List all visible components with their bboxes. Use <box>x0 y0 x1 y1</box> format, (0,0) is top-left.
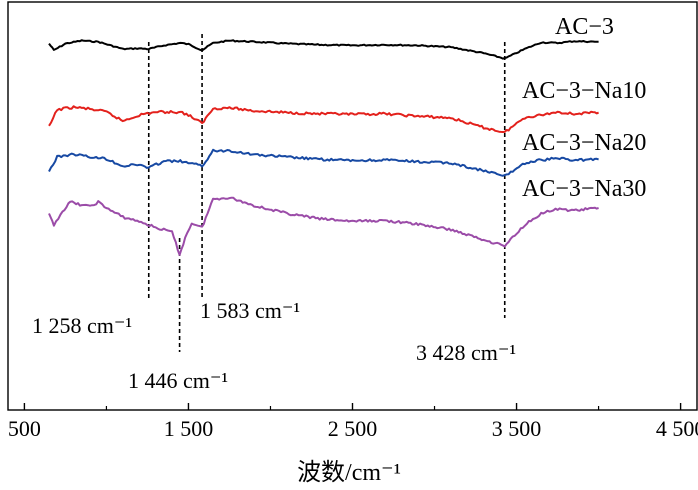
series-lines <box>48 39 599 256</box>
series-labels: AC−3 AC−3−Na10 AC−3−Na20 AC−3−Na30 <box>522 14 646 202</box>
peak-annotation: 1 446 cm⁻¹ <box>128 368 228 393</box>
x-tick-label: 3 500 <box>492 416 542 441</box>
x-axis: 500 1 500 2 500 3 500 4 500 <box>8 403 698 441</box>
series-line-1 <box>48 39 599 60</box>
series-label: AC−3−Na20 <box>522 130 646 156</box>
series-label: AC−3−Na10 <box>522 78 646 104</box>
plot-border <box>7 1 698 411</box>
series-label: AC−3 <box>555 14 614 40</box>
x-tick-label: 2 500 <box>328 416 378 441</box>
x-tick-label: 4 500 <box>656 416 698 441</box>
peak-annotation: 1 583 cm⁻¹ <box>200 298 300 323</box>
peak-annotations: 1 258 cm⁻¹ 1 446 cm⁻¹ 1 583 cm⁻¹ 3 428 cm⁻¹ <box>32 298 516 393</box>
x-tick-label: 500 <box>8 416 41 441</box>
series-line-4 <box>48 196 599 256</box>
peak-annotation: 1 258 cm⁻¹ <box>32 313 132 338</box>
x-tick-label: 1 500 <box>164 416 214 441</box>
series-label: AC−3−Na30 <box>522 176 646 202</box>
peak-annotation: 3 428 cm⁻¹ <box>416 340 516 365</box>
plot-frame <box>7 1 698 411</box>
x-axis-title: 波数/cm⁻¹ <box>297 459 401 486</box>
series-line-3 <box>48 148 599 177</box>
series-line-2 <box>48 105 599 133</box>
